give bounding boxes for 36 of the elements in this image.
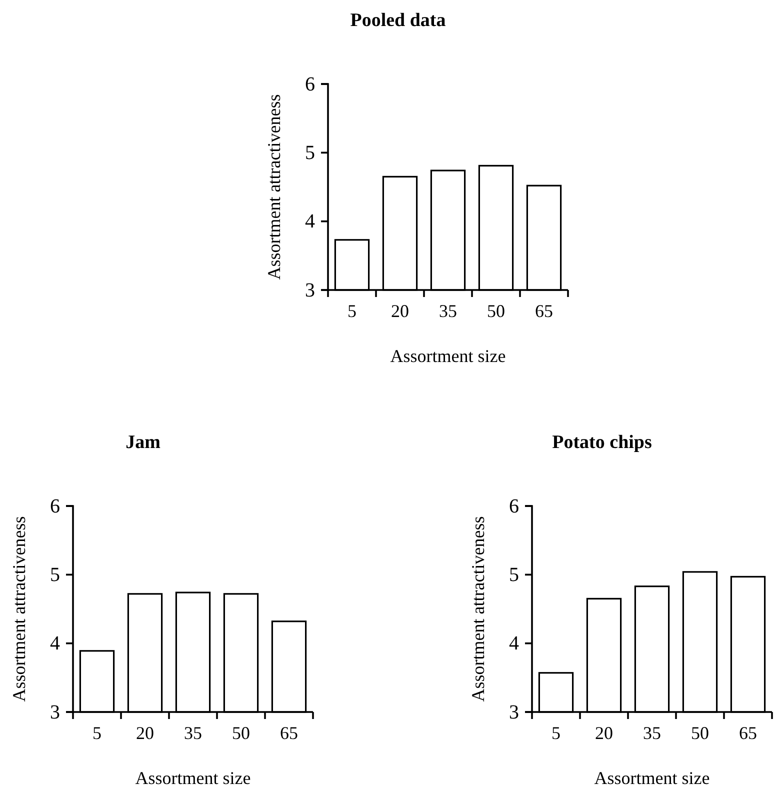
x-axis-title: Assortment size	[594, 768, 710, 788]
y-tick-label: 4	[50, 632, 60, 655]
y-axis-title: Assortment attractiveness	[9, 516, 29, 702]
x-tick-label: 65	[280, 722, 298, 743]
y-axis-title: Assortment attractiveness	[468, 516, 488, 702]
y-tick-label: 3	[50, 701, 60, 724]
y-tick-label: 3	[305, 279, 315, 302]
x-tick-label: 65	[535, 300, 553, 321]
y-tick-label: 4	[305, 210, 315, 233]
x-tick-label: 5	[348, 300, 356, 321]
x-axis-title: Assortment size	[390, 346, 506, 366]
x-tick-label: 35	[184, 722, 202, 743]
x-tick-label: 65	[739, 722, 757, 743]
y-tick-label: 3	[509, 701, 519, 724]
x-tick-label: 20	[595, 722, 613, 743]
x-tick-label: 20	[391, 300, 409, 321]
y-tick-label: 5	[50, 564, 60, 586]
y-tick-label: 6	[50, 495, 60, 518]
x-tick-label: 50	[487, 300, 505, 321]
y-tick-label: 5	[305, 142, 315, 164]
y-tick-label: 4	[509, 632, 519, 655]
x-tick-label: 5	[92, 722, 102, 743]
x-axis-title: Assortment size	[135, 768, 251, 788]
y-tick-label: 6	[305, 73, 315, 96]
y-tick-label: 6	[509, 495, 519, 518]
chart-title: Pooled data	[350, 10, 446, 31]
x-tick-label: 5	[552, 722, 560, 743]
chart-title: Jam	[126, 432, 161, 453]
x-tick-label: 35	[439, 300, 457, 321]
x-tick-label: 20	[136, 722, 154, 743]
x-tick-label: 50	[232, 722, 250, 743]
y-axis-title: Assortment attractiveness	[264, 94, 284, 280]
y-tick-label: 5	[509, 564, 519, 586]
chart-title: Potato chips	[552, 432, 652, 453]
x-tick-label: 50	[691, 722, 709, 743]
x-tick-label: 35	[643, 722, 661, 743]
